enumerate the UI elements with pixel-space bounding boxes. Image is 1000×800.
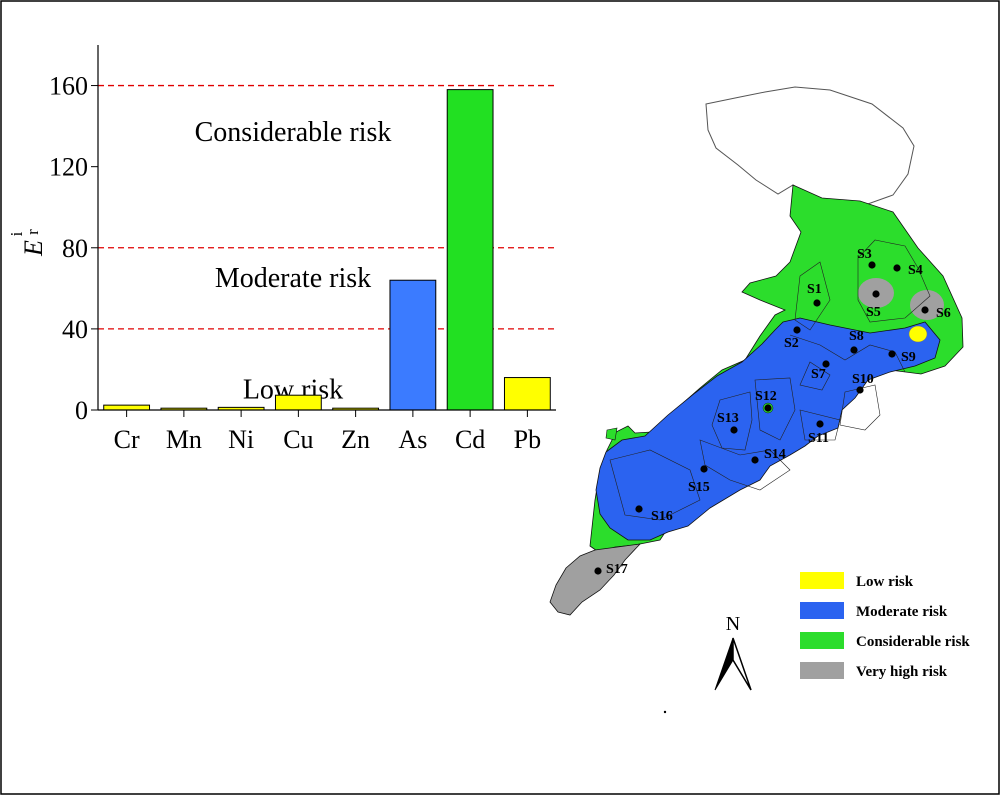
bar-cr: [103, 404, 151, 411]
site-marker-s4: [893, 264, 901, 272]
x-tick-label-as: As: [398, 425, 427, 454]
legend-label-2: Considerable risk: [856, 634, 970, 650]
legend-swatch-1: [800, 602, 844, 619]
site-marker-s2: [793, 326, 801, 334]
bars: [103, 89, 551, 411]
bar-cd: [446, 89, 494, 411]
y-tick-label-0: 0: [75, 396, 88, 425]
x-tick-label-mn: Mn: [166, 425, 202, 454]
site-marker-s10: [856, 386, 864, 394]
y-tick-label-40: 40: [62, 315, 88, 344]
risk-map: S1 S2 S3 S4 S5 S6 S7 S8 S9 S10 S11 S12 S13 S14 S15 S16 S…: [549, 86, 970, 714]
site-label-s16: S16: [651, 509, 673, 524]
northern-district-outline: [705, 86, 915, 206]
site-label-s8: S8: [849, 329, 864, 344]
y-tick-label-80: 80: [62, 234, 88, 263]
legend-label-3: Very high risk: [856, 664, 948, 680]
site-label-s3: S3: [857, 247, 872, 262]
site-label-s6: S6: [936, 306, 951, 321]
considerable-risk-island: [605, 427, 618, 441]
zone-label-2: Considerable risk: [195, 117, 392, 148]
site-marker-s15: [700, 465, 708, 473]
north-arrow-right: [732, 637, 752, 691]
moderate-risk-region: [595, 317, 941, 541]
y-axis-label: E r i: [7, 229, 48, 257]
site-marker-s8: [850, 346, 858, 354]
legend-swatch-2: [800, 632, 844, 649]
north-arrow: N: [714, 613, 752, 691]
site-label-s13: S13: [717, 411, 739, 426]
low-risk-patch: [908, 325, 928, 343]
y-label-sup: i: [7, 231, 26, 236]
zone-label-1: Moderate risk: [215, 263, 371, 294]
site-label-s7: S7: [811, 367, 826, 382]
north-label: N: [726, 613, 740, 635]
x-tick-label-cd: Cd: [455, 425, 485, 454]
x-tick-label-pb: Pb: [514, 425, 541, 454]
y-label-main: E: [19, 240, 48, 257]
legend-swatch-3: [800, 662, 844, 679]
y-tick-label-120: 120: [49, 153, 88, 182]
very-high-risk-patch-s6: [910, 290, 944, 320]
site-label-s1: S1: [807, 282, 822, 297]
site-marker-s11: [816, 420, 824, 428]
bar-cu: [274, 394, 322, 411]
x-tick-label-zn: Zn: [341, 425, 370, 454]
y-label-sub: r: [23, 229, 42, 235]
district-boundaries: [609, 239, 931, 521]
site-marker-s3: [868, 261, 876, 269]
legend-label-0: Low risk: [856, 574, 914, 590]
map-legend: Low risk Moderate risk Considerable risk Ve…: [800, 572, 970, 680]
site-marker-s5: [872, 290, 880, 298]
y-tick-label-160: 160: [49, 72, 88, 101]
site-label-s12: S12: [755, 389, 777, 404]
site-marker-s7: [822, 360, 830, 368]
x-tick-label-cr: Cr: [114, 425, 140, 454]
site-label-s17: S17: [606, 562, 628, 577]
site-marker-s17: [594, 567, 602, 575]
site-marker-s1: [813, 299, 821, 307]
site-label-s10: S10: [852, 372, 874, 387]
site-marker-s14: [751, 456, 759, 464]
site-label-s15: S15: [688, 480, 710, 495]
x-tick-label-cu: Cu: [283, 425, 313, 454]
site-label-s5: S5: [866, 305, 881, 320]
sampling-sites: S1 S2 S3 S4 S5 S6 S7 S8 S9 S10 S11 S12 S13 S14 S15 S16 S…: [594, 247, 951, 577]
site-marker-s12: [764, 404, 772, 412]
x-tick-label-ni: Ni: [228, 425, 254, 454]
y-ticks: 0 40 80 120 160: [49, 72, 98, 425]
site-label-s14: S14: [764, 447, 786, 462]
site-marker-s13: [730, 426, 738, 434]
stray-dot: [663, 710, 667, 714]
site-label-s9: S9: [901, 350, 916, 365]
site-label-s2: S2: [784, 336, 799, 351]
x-ticks: Cr Mn Ni Cu Zn As Cd Pb: [114, 410, 541, 454]
site-label-s11: S11: [808, 431, 829, 446]
site-marker-s6: [921, 306, 929, 314]
legend-label-1: Moderate risk: [856, 604, 948, 620]
very-high-risk-region: [549, 543, 642, 616]
site-marker-s16: [635, 505, 643, 513]
site-marker-s9: [888, 350, 896, 358]
site-label-s4: S4: [908, 263, 923, 278]
legend-swatch-0: [800, 572, 844, 589]
bar-pb: [503, 377, 551, 411]
bar-as: [389, 279, 437, 411]
